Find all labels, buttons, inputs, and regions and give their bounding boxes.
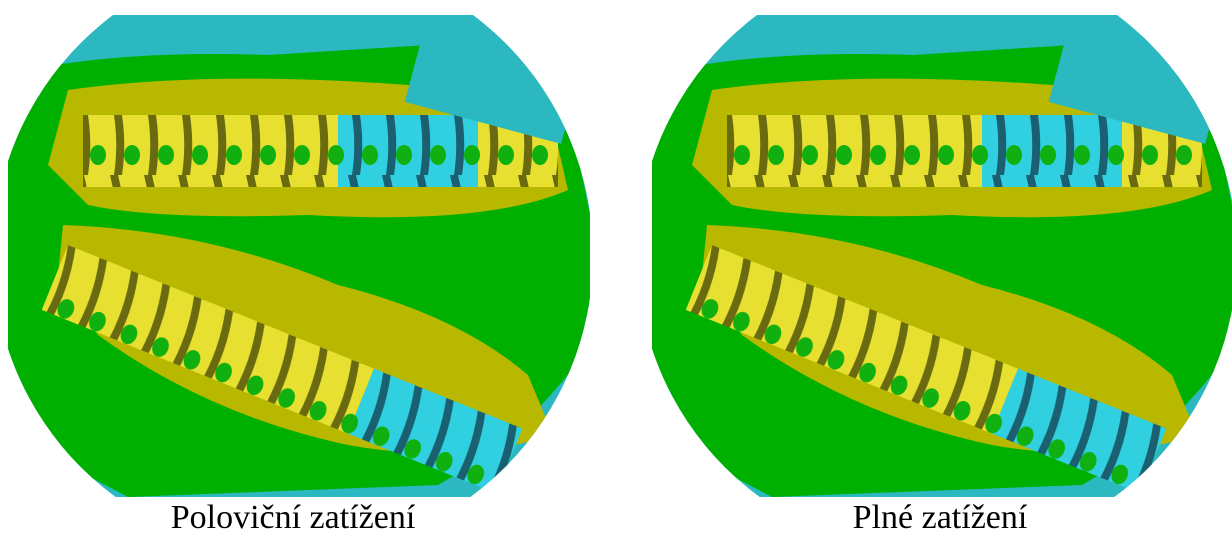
simulation-image-full-load	[652, 15, 1232, 497]
caption: Plné zatížení	[853, 499, 1028, 536]
simulation-image-half-load	[8, 15, 590, 497]
caption: Poloviční zatížení	[171, 499, 416, 536]
